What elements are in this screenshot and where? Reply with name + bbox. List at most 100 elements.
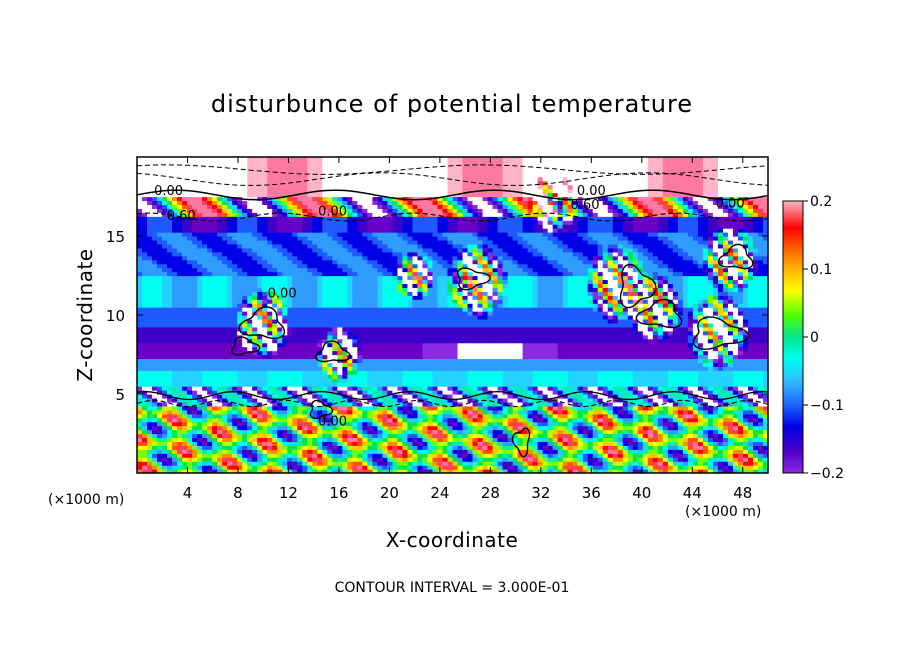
field-cell	[352, 318, 358, 324]
field-cell	[762, 437, 768, 442]
field-cell	[322, 449, 328, 454]
field-cell	[617, 370, 624, 375]
field-cell	[437, 394, 444, 399]
field-cell	[427, 362, 434, 367]
field-cell	[347, 394, 353, 399]
field-cell	[552, 346, 559, 352]
field-cell	[342, 382, 348, 387]
field-cell	[242, 413, 248, 419]
field-cell	[702, 425, 709, 431]
field-cell	[732, 453, 739, 458]
field-cell	[212, 453, 218, 458]
field-cell	[647, 338, 654, 344]
field-cell	[382, 397, 388, 403]
field-cell	[652, 433, 659, 439]
field-cell	[522, 378, 529, 383]
field-cell	[747, 417, 754, 423]
field-cell	[722, 370, 729, 375]
field-cell	[657, 417, 664, 423]
field-cell	[682, 390, 689, 395]
field-cell	[372, 374, 378, 379]
field-cell	[252, 453, 258, 458]
field-cell	[757, 370, 764, 375]
field-cell	[292, 322, 298, 328]
field-cell	[287, 433, 293, 439]
field-cell	[712, 350, 719, 356]
field-cell	[707, 354, 714, 360]
field-cell	[552, 350, 559, 356]
field-cell	[517, 366, 524, 371]
field-cell	[557, 417, 564, 423]
field-cell	[232, 453, 238, 458]
field-cell	[727, 370, 734, 375]
field-cell	[202, 397, 208, 403]
field-cell	[157, 421, 163, 427]
field-cell	[427, 366, 434, 371]
field-cell	[462, 378, 469, 383]
field-cell	[167, 457, 173, 462]
field-cell	[752, 338, 759, 344]
field-cell	[637, 453, 644, 458]
field-cell	[267, 338, 273, 344]
field-cell	[572, 429, 579, 435]
field-cell	[462, 366, 469, 371]
field-cell	[527, 461, 534, 466]
field-cell	[747, 366, 754, 371]
field-cell	[557, 401, 564, 407]
field-cell	[552, 401, 559, 407]
field-cell	[457, 413, 464, 419]
field-cell	[177, 386, 183, 391]
field-cell	[752, 382, 759, 387]
field-cell	[282, 350, 288, 356]
field-cell	[632, 386, 639, 391]
field-cell	[702, 453, 709, 458]
field-cell	[497, 346, 504, 352]
field-cell	[462, 437, 469, 442]
field-cell	[317, 382, 323, 387]
field-cell	[562, 413, 569, 419]
field-cell	[212, 421, 218, 427]
field-cell	[347, 413, 353, 419]
field-cell	[627, 397, 634, 403]
field-cell	[557, 390, 564, 395]
field-cell	[687, 437, 694, 442]
field-cell	[462, 425, 469, 431]
field-cell	[697, 342, 704, 348]
field-cell	[672, 330, 679, 336]
field-cell	[707, 457, 714, 462]
field-cell	[167, 453, 173, 458]
field-cell	[712, 413, 719, 419]
field-cell	[387, 342, 394, 348]
field-cell	[237, 433, 243, 439]
field-cell	[497, 401, 504, 407]
field-cell	[622, 378, 629, 383]
field-cell	[687, 354, 694, 360]
field-cell	[397, 417, 404, 423]
field-cell	[272, 397, 278, 403]
field-cell	[472, 378, 479, 383]
field-cell	[342, 350, 348, 356]
field-cell	[642, 429, 649, 435]
field-cell	[162, 382, 168, 387]
field-cell	[572, 449, 579, 454]
field-cell	[532, 437, 539, 442]
field-cell	[447, 366, 454, 371]
field-cell	[627, 417, 634, 423]
field-cell	[502, 394, 509, 399]
field-cell	[432, 330, 439, 336]
field-cell	[197, 417, 203, 423]
field-cell	[207, 378, 213, 383]
field-cell	[652, 350, 659, 356]
field-cell	[447, 433, 454, 439]
field-cell	[642, 409, 649, 415]
field-cell	[532, 390, 539, 395]
field-cell	[272, 326, 278, 332]
field-cell	[532, 409, 539, 415]
field-cell	[312, 433, 318, 439]
field-cell	[582, 453, 589, 458]
field-cell	[707, 469, 714, 473]
field-cell	[307, 315, 313, 320]
field-cell	[392, 346, 399, 352]
field-cell	[157, 334, 163, 340]
field-cell	[722, 421, 729, 427]
